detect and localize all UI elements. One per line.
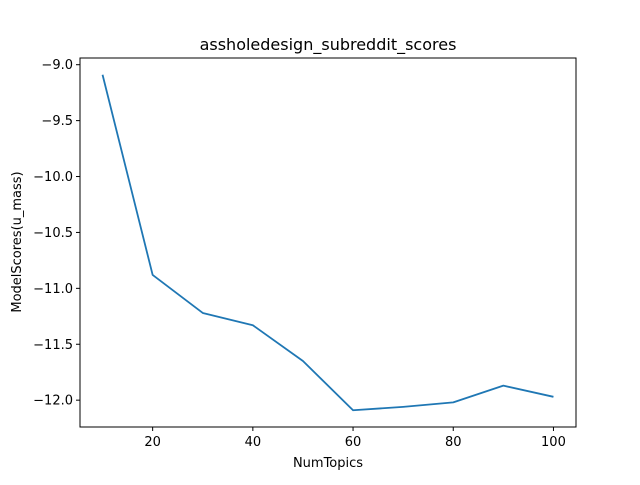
y-tick-label: −11.0 bbox=[33, 282, 73, 297]
y-tick-label: −11.5 bbox=[33, 338, 73, 353]
series-line bbox=[101, 74, 554, 412]
y-tick-label: −12.0 bbox=[33, 394, 73, 409]
y-axis: −12.0 −11.5 −11.0 −10.5 −10.0 −9.5 −9.0 bbox=[33, 58, 80, 409]
x-axis: 20 40 60 80 100 bbox=[144, 427, 566, 450]
x-axis-label: NumTopics bbox=[293, 456, 363, 471]
chart-title: assholedesign_subreddit_scores bbox=[200, 35, 457, 55]
x-tick-label: 20 bbox=[144, 435, 161, 450]
y-tick-label: −9.5 bbox=[41, 114, 73, 129]
y-tick-label: −10.0 bbox=[33, 170, 73, 185]
plot-frame bbox=[79, 57, 577, 428]
y-tick-label: −9.0 bbox=[41, 58, 73, 73]
x-tick-label: 60 bbox=[345, 435, 362, 450]
x-tick-label: 80 bbox=[445, 435, 462, 450]
y-axis-label: ModelScores(u_mass) bbox=[10, 171, 25, 312]
x-tick-label: 40 bbox=[245, 435, 262, 450]
y-tick-label: −10.5 bbox=[33, 226, 73, 241]
x-tick-label: 100 bbox=[541, 435, 566, 450]
series-layer bbox=[101, 74, 554, 412]
